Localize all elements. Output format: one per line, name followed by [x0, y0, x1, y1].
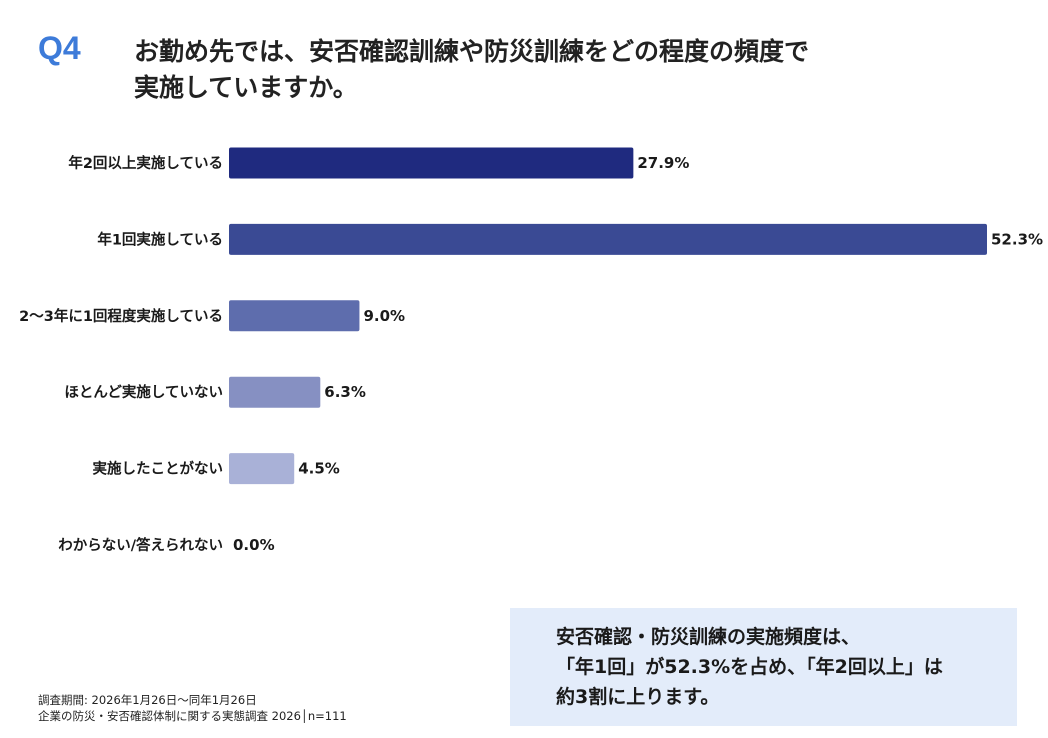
page-title: お勤め先では、安否確認訓練や防災訓練をどの程度の頻度で 実施していますか。 — [134, 34, 934, 106]
category-label: 年2回以上実施している — [68, 154, 223, 172]
bar — [229, 147, 634, 179]
value-label: 0.0% — [233, 536, 275, 554]
page-title-line: お勤め先では、安否確認訓練や防災訓練をどの程度の頻度で — [134, 37, 810, 66]
bar — [229, 453, 295, 485]
category-label: 年1回実施している — [97, 230, 223, 248]
value-label: 4.5% — [298, 460, 340, 478]
category-label: わからない/答えられない — [58, 536, 223, 554]
page-title-line: 実施していますか。 — [134, 73, 358, 102]
question-number: Q4 — [38, 30, 81, 66]
bar-chart: 年2回以上実施している 27.9% 年1回実施している 52.3% 2〜3年に1回程度実… — [19, 147, 1043, 554]
survey-source: 企業の防災・安否確認体制に関する実態調査 2026│n=111 — [38, 709, 347, 723]
value-label: 52.3% — [991, 230, 1043, 248]
summary-line: 約3割に上ります。 — [556, 686, 720, 708]
category-label: 2〜3年に1回程度実施している — [19, 307, 223, 325]
category-label: ほとんど実施していない — [64, 383, 223, 401]
category-label: 実施したことがない — [93, 460, 224, 478]
value-label: 9.0% — [363, 307, 405, 325]
survey-footnote: 調査期間: 2026年1月26日〜同年1月26日 企業の防災・安否確認体制に関す… — [38, 692, 347, 724]
survey-period: 調査期間: 2026年1月26日〜同年1月26日 — [38, 693, 257, 707]
bar — [229, 300, 360, 332]
bar — [229, 376, 321, 408]
summary-line: 安否確認・防災訓練の実施頻度は、 — [556, 626, 861, 648]
summary-box: 安否確認・防災訓練の実施頻度は、 「年1回」が52.3%を占め、「年2回以上」は… — [510, 608, 1017, 726]
summary-line: 「年1回」が52.3%を占め、「年2回以上」は — [556, 656, 943, 678]
value-label: 27.9% — [637, 154, 689, 172]
value-label: 6.3% — [324, 383, 366, 401]
bar — [229, 223, 987, 255]
